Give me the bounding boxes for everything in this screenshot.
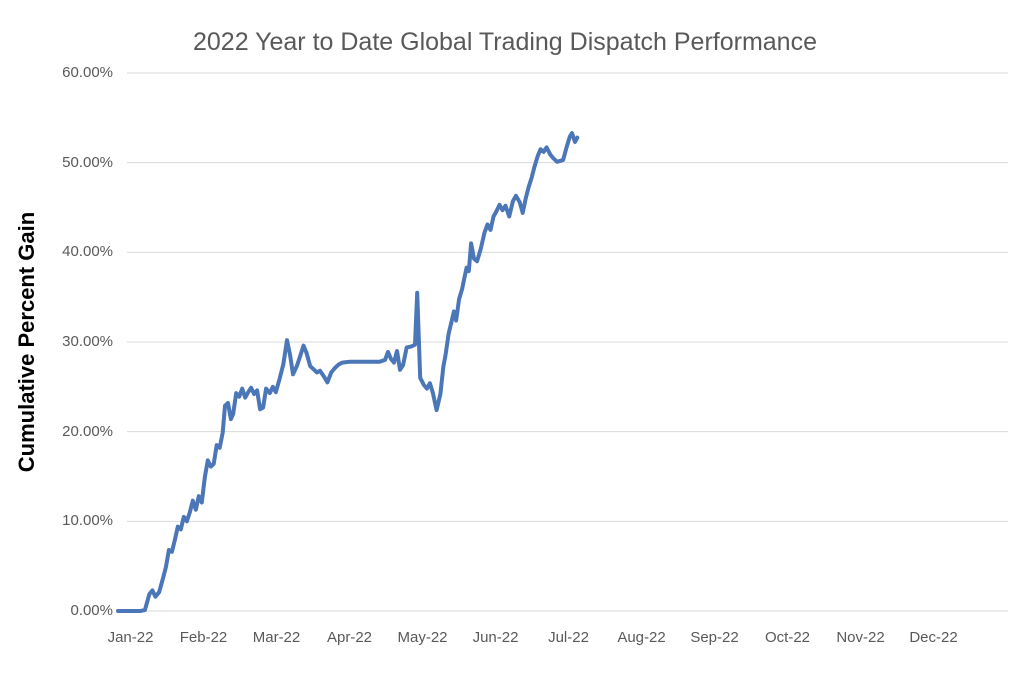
y-tick-label: 30.00% [62,333,113,350]
x-tick-label: Aug-22 [617,629,666,646]
x-tick-label: Jan-22 [107,629,154,646]
x-tick-label: Apr-22 [326,629,373,646]
y-tick-label: 10.00% [62,512,113,530]
x-tick-label: May-22 [397,629,448,646]
gridlines [127,72,1008,612]
y-tick-label: 50.00% [62,153,113,171]
x-tick-label: Mar-22 [252,629,301,646]
x-tick-label: Feb-22 [179,629,228,646]
x-tick-label: Nov-22 [836,629,885,646]
y-tick-label: 20.00% [62,422,113,440]
y-tick-label: 60.00% [62,64,113,81]
x-tick-label: Oct-22 [764,629,810,646]
x-tick-label: Sep-22 [690,629,739,646]
y-tick-label: 40.00% [62,243,113,261]
chart-title: 2022 Year to Date Global Trading Dispatc… [193,28,817,56]
x-tick-label: Dec-22 [909,629,958,646]
x-tick-label: Jun-22 [472,629,519,646]
y-tick-label: 0.00% [70,602,113,619]
x-tick-label: Jul-22 [548,629,589,646]
performance-line-series [116,131,580,613]
